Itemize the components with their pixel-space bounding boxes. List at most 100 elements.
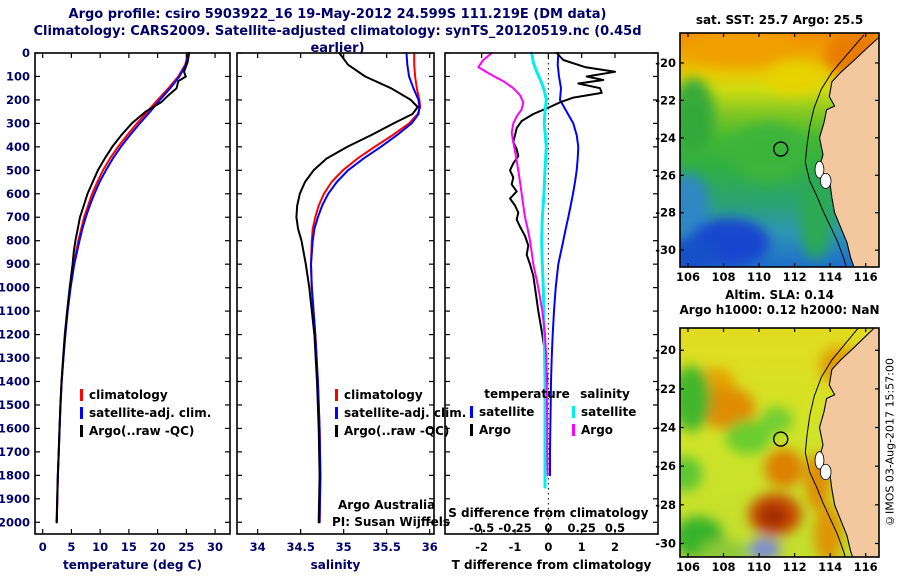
- svg-text:satellite-adj. clim.: satellite-adj. clim.: [89, 406, 211, 420]
- sst-map-title: sat. SST: 25.7 Argo: 25.5: [695, 13, 864, 27]
- sla_map: 106 108 110 112 114 116 -20 -22 -24 -26 -28 -30: [655, 327, 880, 574]
- svg-text:300: 300: [6, 116, 30, 130]
- s-difference-axis-label: S difference from climatology: [448, 506, 648, 520]
- diff-legend-temperature: temperature satellite Argo: [470, 387, 570, 437]
- legend-swatch-argo-raw-qc-: [335, 425, 338, 437]
- svg-text:15: 15: [121, 540, 137, 554]
- salinity-legend: climatology satellite-adj. clim. Argo(..ra…: [335, 388, 466, 438]
- svg-text:100: 100: [6, 69, 30, 83]
- axes-box: [34, 52, 231, 535]
- svg-text:35.5: 35.5: [372, 540, 400, 554]
- svg-text:108: 108: [712, 560, 736, 574]
- sla_map-shelf-contour: [804, 328, 859, 557]
- tdiff-series-argo-s-diff-x4-: [477, 52, 549, 477]
- salinity-series-satellite-adj-clim-: [310, 52, 421, 524]
- svg-text:34.5: 34.5: [286, 540, 314, 554]
- svg-text:36: 36: [422, 540, 438, 554]
- no-data-patch: [814, 451, 825, 470]
- svg-text:116: 116: [854, 270, 878, 284]
- panel-annotation: PI: Susan Wijffels: [332, 515, 450, 529]
- svg-text:Argo: Argo: [581, 423, 613, 437]
- svg-text:34: 34: [250, 540, 266, 554]
- temperature-panel: 0 5 10 15 20 25 300100200300400500600700800900…: [0, 46, 231, 572]
- axes-box: [444, 52, 659, 535]
- sst_map-argo-position-marker: [773, 141, 789, 157]
- svg-text:400: 400: [6, 140, 30, 154]
- svg-text:1800: 1800: [0, 468, 30, 482]
- salinity-panel: 34 34.5 35 35.5 36 salinity climatology satelli…: [236, 52, 466, 572]
- imos-copyright-text: ©IMOS 03-Aug-2017 15:57:00: [883, 358, 897, 527]
- no-data-patch: [819, 172, 832, 189]
- svg-text:temperature: temperature: [484, 387, 569, 401]
- svg-text:satellite-adj. clim.: satellite-adj. clim.: [344, 406, 466, 420]
- legend-swatch-satellite-adj-clim-: [335, 407, 338, 419]
- tdiff-x-axis-label: T difference from climatology: [452, 558, 652, 572]
- legend-swatch-salinity-satellite: [572, 406, 575, 418]
- sla_map-argo-position-marker: [773, 431, 789, 447]
- s-difference-tick: -0.25: [498, 521, 531, 535]
- svg-text:700: 700: [6, 210, 30, 224]
- svg-text:-30: -30: [655, 243, 676, 257]
- svg-text:-22: -22: [655, 382, 676, 396]
- tdiff-series-satellite-s-diff-x4-: [530, 51, 548, 489]
- svg-text:Argo(..raw -QC): Argo(..raw -QC): [89, 424, 194, 438]
- svg-text:1000: 1000: [0, 281, 30, 295]
- sst_map-shelf-contour: [804, 34, 865, 267]
- svg-text:5: 5: [67, 540, 75, 554]
- svg-text:112: 112: [783, 560, 807, 574]
- svg-text:climatology: climatology: [344, 388, 423, 402]
- svg-text:1900: 1900: [0, 492, 30, 506]
- svg-text:20: 20: [150, 540, 166, 554]
- svg-text:1: 1: [578, 540, 586, 554]
- salinity-series-climatology: [310, 52, 422, 524]
- svg-text:500: 500: [6, 163, 30, 177]
- salinity-series-argo-raw-qc-: [295, 52, 419, 524]
- svg-text:-28: -28: [655, 498, 676, 512]
- svg-text:0: 0: [544, 540, 552, 554]
- legend-swatch-salinity-Argo: [572, 424, 575, 436]
- svg-text:1100: 1100: [0, 304, 30, 318]
- svg-text:1300: 1300: [0, 351, 30, 365]
- temperature-legend: climatology satellite-adj. clim. Argo(..ra…: [80, 388, 211, 438]
- legend-swatch-satellite-adj-clim-: [80, 407, 83, 419]
- svg-text:-20: -20: [655, 56, 676, 70]
- svg-text:108: 108: [712, 270, 736, 284]
- svg-text:-28: -28: [655, 206, 676, 220]
- sla-map-title-line2: Argo h1000: 0.12 h2000: NaN: [679, 303, 880, 317]
- svg-text:1200: 1200: [0, 328, 30, 342]
- temperature-series-satellite-adj-clim-: [55, 52, 190, 524]
- svg-text:106: 106: [676, 270, 700, 284]
- svg-text:1400: 1400: [0, 374, 30, 388]
- svg-text:2: 2: [611, 540, 619, 554]
- svg-text:112: 112: [783, 270, 807, 284]
- svg-text:114: 114: [818, 270, 842, 284]
- salinity-x-axis-label: salinity: [311, 558, 361, 572]
- svg-text:climatology: climatology: [89, 388, 168, 402]
- svg-text:-26: -26: [655, 168, 676, 182]
- svg-text:106: 106: [676, 560, 700, 574]
- figure-title-line2: Climatology: CARS2009. Satellite-adjuste…: [33, 24, 642, 56]
- sla-map-title-line1: Altim. SLA: 0.14: [725, 288, 834, 302]
- legend-swatch-temperature-satellite: [470, 406, 473, 418]
- diff-legend-salinity: salinity satellite Argo: [572, 387, 636, 437]
- svg-text:1700: 1700: [0, 445, 30, 459]
- svg-text:0: 0: [39, 540, 47, 554]
- axes-box: [236, 52, 435, 535]
- svg-text:0: 0: [22, 46, 30, 60]
- svg-text:-20: -20: [655, 343, 676, 357]
- svg-text:satellite: satellite: [581, 405, 636, 419]
- svg-text:1600: 1600: [0, 421, 30, 435]
- svg-text:600: 600: [6, 187, 30, 201]
- legend-swatch-argo-raw-qc-: [80, 425, 83, 437]
- sst_map: 106 108 110 112 114 116 -20 -22 -24 -26 -28 -30: [655, 32, 880, 284]
- temperature-x-axis-label: temperature (deg C): [63, 558, 202, 572]
- s-difference-tick: 0.5: [605, 521, 625, 535]
- panel-annotation: Argo Australia: [338, 498, 435, 512]
- svg-text:116: 116: [854, 560, 878, 574]
- svg-text:800: 800: [6, 234, 30, 248]
- s-difference-tick: 0: [544, 521, 552, 535]
- svg-text:-24: -24: [655, 421, 676, 435]
- figure-title: Argo profile: csiro 5903922_16 19-May-20…: [10, 6, 665, 57]
